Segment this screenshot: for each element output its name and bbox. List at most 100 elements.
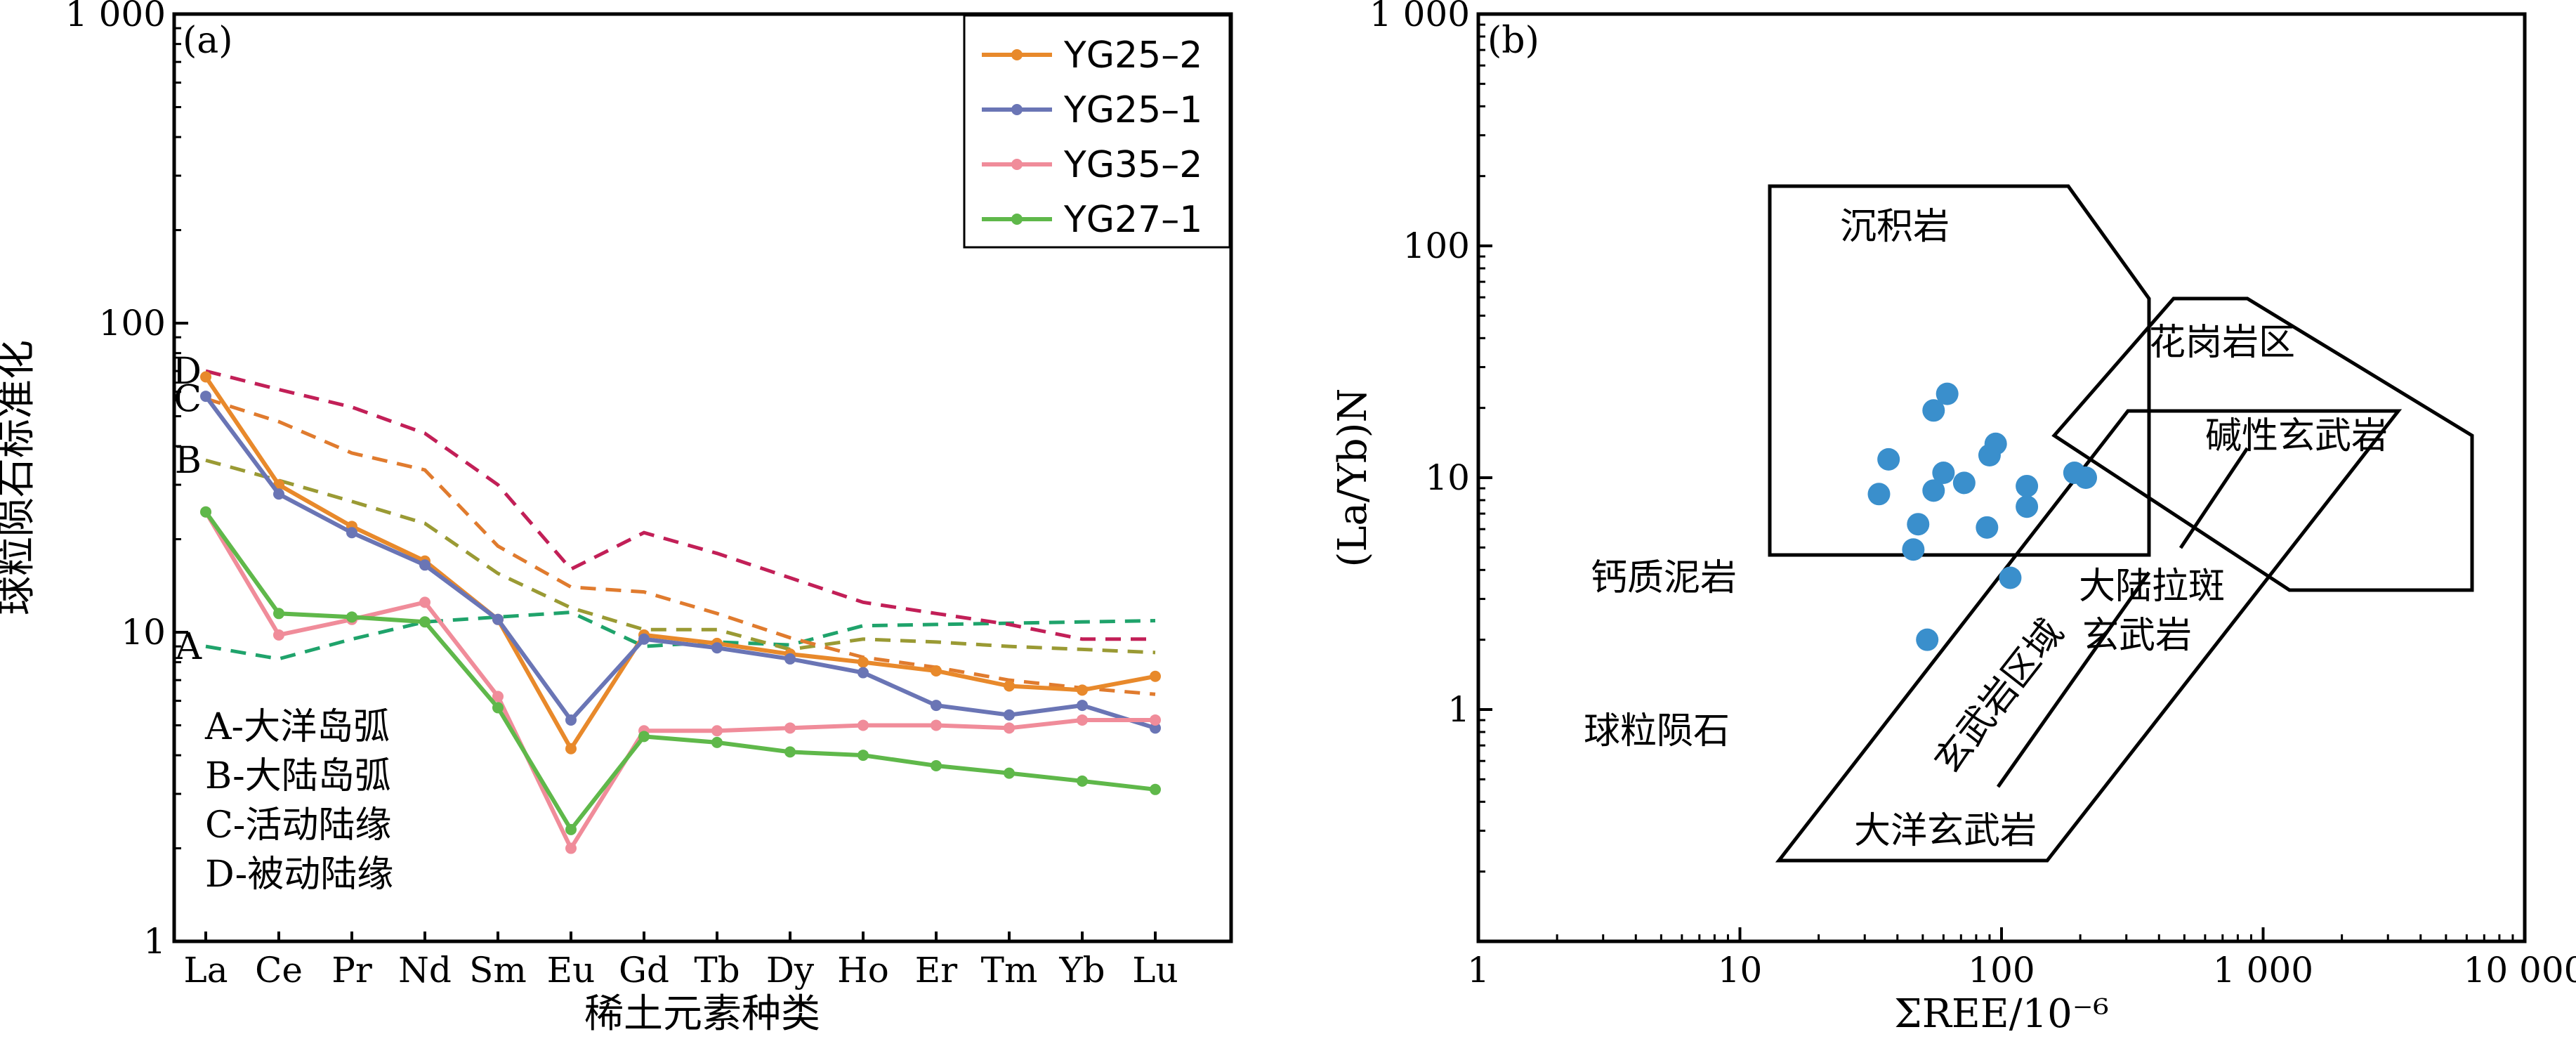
- sample-point: [1936, 382, 1959, 405]
- series-point: [1004, 709, 1015, 721]
- field-label: 玄武岩: [2082, 615, 2192, 657]
- reference-label-C: C: [173, 378, 202, 420]
- series-point: [931, 719, 942, 731]
- series-point: [711, 642, 723, 654]
- field-label: 玄武岩区域: [1926, 612, 2072, 782]
- y-tick-label: 100: [99, 303, 166, 344]
- series-point: [1077, 700, 1088, 712]
- field-label: 球粒陨石: [1584, 710, 1730, 752]
- x-tick-label: Tm: [981, 950, 1038, 991]
- series-point: [857, 667, 869, 679]
- series-point: [1150, 722, 1161, 734]
- series-line: [204, 375, 1156, 753]
- x-tick-label: Yb: [1058, 950, 1105, 991]
- series-line: [204, 395, 1156, 731]
- series-point: [1077, 684, 1088, 696]
- panel-label-b: (b): [1487, 20, 1539, 62]
- series-point: [200, 506, 211, 518]
- series-point: [1150, 714, 1161, 726]
- panel-label-a: (a): [183, 20, 233, 62]
- series-point: [1004, 767, 1015, 779]
- sample-point: [1999, 566, 2022, 589]
- legend-a: YG25–2 YG25–1 YG35–2 YG27–1: [963, 14, 1231, 249]
- series-point: [565, 842, 577, 854]
- sample-point: [1922, 479, 1945, 502]
- series-point: [931, 665, 942, 677]
- series-point: [492, 702, 504, 714]
- sample-point: [1907, 513, 1930, 536]
- alkali-basalt-pointer: [2179, 447, 2249, 549]
- legend-label: YG35–2: [1063, 144, 1202, 186]
- reference-curve-C: [205, 397, 1156, 696]
- reference-key: A-大洋岛弧 B-大陆岛弧 C-活动陆缘 D-被动陆缘: [204, 706, 393, 896]
- tholeiite-pointer: [1996, 571, 2151, 788]
- field-label: 沉积岩: [1840, 206, 1950, 248]
- series-point: [857, 656, 869, 668]
- discrimination-fields: [1768, 184, 2474, 863]
- field-label: 大陆拉斑: [2079, 566, 2225, 608]
- y-tick-label: 10: [121, 612, 166, 653]
- sample-points: [1867, 382, 2098, 651]
- sample-point: [1902, 538, 1925, 561]
- legend-marker: [1011, 159, 1023, 170]
- x-tick-label: Er: [915, 950, 957, 991]
- x-tick-label: 1 000: [2213, 950, 2313, 991]
- plot-frame-b: [1476, 12, 2527, 943]
- series-line: [204, 511, 1156, 834]
- x-axis-label-b: ΣREE/10⁻⁶: [1894, 991, 2109, 1037]
- x-tick-label: 10: [1718, 950, 1763, 991]
- series-point: [565, 823, 577, 835]
- series-point: [273, 608, 284, 620]
- legend-marker: [1011, 104, 1023, 115]
- x-tick-label: Ce: [255, 950, 303, 991]
- series-point: [857, 750, 869, 762]
- legend-label: YG27–1: [1063, 199, 1202, 241]
- plot-frame-a: [172, 12, 1233, 943]
- y-tick-label: 1: [1447, 689, 1470, 730]
- field-label: 大洋玄武岩: [1854, 810, 2037, 852]
- sample-point: [1916, 628, 1939, 651]
- x-tick-label: Sm: [469, 950, 527, 991]
- sample-point: [2075, 466, 2098, 489]
- y-axis-label-b: (La/Yb)N: [1330, 388, 1376, 568]
- key-item: C-活动陆缘: [205, 804, 391, 847]
- series-point: [273, 629, 284, 641]
- x-tick-label: 1: [1467, 950, 1490, 991]
- series-point: [638, 633, 650, 645]
- x-tick-label: 10 000: [2464, 950, 2576, 991]
- sample-point: [1976, 516, 1999, 539]
- series-point: [1004, 722, 1015, 734]
- reference-curve-B: [205, 458, 1156, 655]
- series-point: [492, 691, 504, 703]
- series-point: [200, 371, 211, 383]
- axis-ticks-a: La Ce Pr Nd Sm Eu Gd Tb Dy Ho Er Tm Yb Lu 1 10 100 1 000: [65, 0, 1178, 991]
- series-point: [419, 596, 431, 608]
- series-point: [931, 700, 942, 712]
- series-point: [419, 616, 431, 628]
- key-item: B-大陆岛弧: [205, 755, 391, 797]
- y-tick-label: 1 000: [65, 0, 166, 34]
- axis-ticks-b: 1 10 100 1 000 10 000 1 10 100 1 000: [1369, 0, 2576, 991]
- x-tick-label: Pr: [331, 950, 372, 991]
- x-axis-label-a: 稀土元素种类: [584, 991, 820, 1037]
- series-point: [273, 488, 284, 500]
- x-tick-label: Nd: [398, 950, 452, 991]
- sample-point: [1922, 399, 1945, 422]
- basalt-field: [1775, 409, 2403, 863]
- key-item: D-被动陆缘: [205, 854, 393, 896]
- sample-point: [1932, 462, 1955, 485]
- field-label: 碱性玄武岩: [2205, 415, 2388, 457]
- y-axis-label-a: 球粒陨石标准化: [0, 340, 39, 615]
- sample-point: [1867, 483, 1891, 506]
- series-point: [857, 719, 869, 731]
- series-point: [1150, 670, 1161, 682]
- sample-point: [2016, 495, 2039, 518]
- series-point: [1004, 680, 1015, 692]
- series-point: [1077, 714, 1088, 726]
- legend-label: YG25–1: [1063, 89, 1202, 131]
- series-point: [784, 746, 796, 758]
- series-point: [492, 613, 504, 625]
